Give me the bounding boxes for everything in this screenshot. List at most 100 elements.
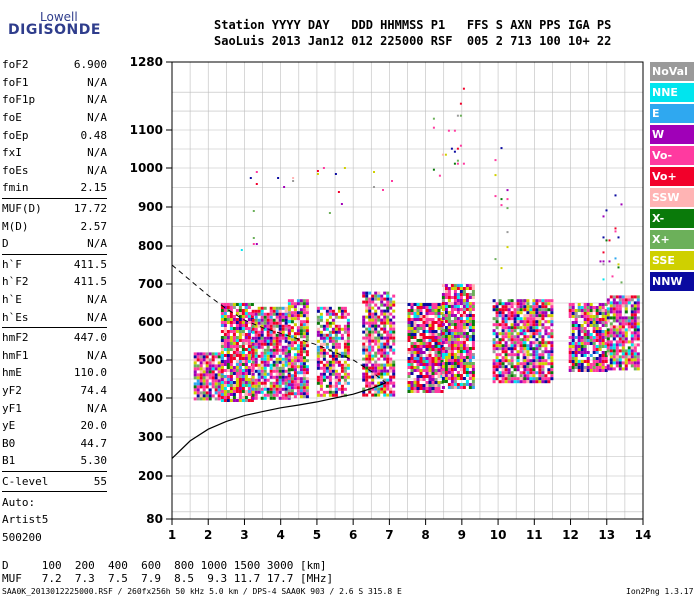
echo-point <box>541 314 545 318</box>
echo-point <box>226 369 230 372</box>
echo-point <box>592 369 596 372</box>
echo-point <box>240 249 243 251</box>
param-label: Auto: <box>2 495 36 509</box>
echo-point <box>377 330 381 334</box>
echo-point <box>340 384 344 388</box>
echo-point <box>453 359 457 362</box>
echo-point <box>538 335 542 339</box>
echo-point <box>428 357 432 360</box>
echo-point <box>495 374 499 378</box>
echo-point <box>495 356 499 360</box>
echo-point <box>263 372 267 376</box>
echo-point <box>302 350 306 354</box>
echo-point <box>529 308 533 312</box>
echo-point <box>598 327 602 330</box>
echo-point <box>410 366 414 369</box>
echo-point <box>447 317 451 320</box>
echo-point <box>334 315 338 319</box>
echo-point <box>229 387 233 390</box>
echo-point <box>471 308 475 311</box>
echo-point <box>580 366 584 369</box>
echo-point <box>241 399 245 402</box>
echo-point <box>471 347 475 350</box>
echo-point <box>251 384 255 388</box>
param-row: yF1 N/A <box>2 399 107 417</box>
echo-point <box>468 287 472 290</box>
echo-point <box>580 369 584 372</box>
echo-point <box>232 336 236 339</box>
echo-point <box>459 326 463 329</box>
echo-point <box>319 324 323 328</box>
echo-point <box>257 309 261 313</box>
echo-point <box>507 368 511 372</box>
echo-point <box>504 368 508 372</box>
echo-point <box>325 336 329 340</box>
echo-point <box>494 195 497 198</box>
echo-point <box>377 366 381 370</box>
echo-point <box>609 310 613 314</box>
echo-point <box>529 320 533 324</box>
echo-point <box>413 333 417 336</box>
echo-point <box>343 324 347 328</box>
echo-point <box>217 379 221 383</box>
echo-point <box>501 332 505 336</box>
echo-point <box>604 369 608 372</box>
echo-point <box>580 342 584 345</box>
param-value: N/A <box>87 401 107 415</box>
echo-point <box>331 393 335 397</box>
echo-point <box>407 318 411 321</box>
echo-point <box>604 333 608 336</box>
echo-point <box>299 326 303 330</box>
echo-point <box>586 303 590 306</box>
echo-point <box>441 296 445 299</box>
echo-point <box>529 314 533 318</box>
echo-point <box>492 371 496 375</box>
echo-point <box>343 366 347 370</box>
echo-point <box>510 323 514 327</box>
echo-point <box>238 351 242 354</box>
echo-point <box>365 360 369 364</box>
echo-point <box>284 315 288 319</box>
echo-point <box>444 293 448 296</box>
echo-point <box>275 357 279 361</box>
echo-point <box>293 314 297 318</box>
echo-point <box>535 356 539 360</box>
echo-point <box>538 353 542 357</box>
echo-point <box>544 320 548 324</box>
echo-point <box>459 377 463 380</box>
echo-point <box>365 336 369 340</box>
echo-point <box>383 303 387 307</box>
param-value: N/A <box>87 93 107 107</box>
echo-point <box>595 348 599 351</box>
echo-point <box>407 390 411 393</box>
echo-point <box>263 327 267 331</box>
echo-point <box>633 301 637 305</box>
echo-point <box>519 311 523 315</box>
echo-point <box>444 311 448 314</box>
echo-point <box>220 330 224 333</box>
echo-point <box>636 334 640 338</box>
echo-point <box>287 392 291 396</box>
echo-point <box>441 377 445 380</box>
echo-point <box>541 374 545 378</box>
echo-point <box>462 383 466 386</box>
echo-point <box>577 339 581 342</box>
echo-point <box>211 382 215 386</box>
echo-point <box>202 361 206 365</box>
echo-point <box>263 378 267 382</box>
echo-point <box>586 318 590 321</box>
echo-point <box>238 324 242 327</box>
echo-point <box>229 306 233 309</box>
echo-point <box>287 362 291 366</box>
echo-point <box>601 351 605 354</box>
echo-point <box>269 306 273 310</box>
echo-point <box>275 384 279 388</box>
echo-point <box>595 345 599 348</box>
echo-point <box>220 384 224 387</box>
echo-point <box>254 396 258 400</box>
echo-point <box>331 351 335 355</box>
echo-point <box>328 321 332 325</box>
echo-point <box>615 310 619 314</box>
echo-point <box>504 359 508 363</box>
echo-point <box>624 340 628 344</box>
